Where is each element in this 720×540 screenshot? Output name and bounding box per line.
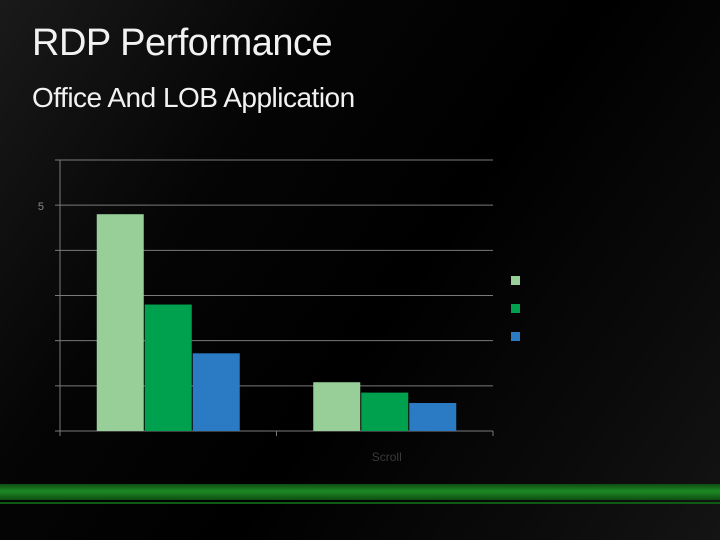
footer-green-band <box>0 484 720 500</box>
legend-swatch <box>511 276 520 285</box>
chart-legend <box>511 276 520 341</box>
bar <box>192 353 240 431</box>
y-tick-label: 5 <box>38 201 44 213</box>
footer-divider-line <box>0 502 720 504</box>
bar <box>361 392 409 431</box>
chart-labels: 5 Scroll <box>38 201 402 464</box>
bar <box>96 214 144 431</box>
chart-bars <box>96 214 457 431</box>
slide-subtitle: Office And LOB Application <box>32 82 355 113</box>
bar <box>409 402 457 431</box>
x-category-label: Scroll <box>372 450 402 464</box>
slide-title: RDP Performance <box>32 22 333 64</box>
bar <box>144 304 192 431</box>
legend-swatch <box>511 332 520 341</box>
bar <box>313 382 361 431</box>
legend-swatch <box>511 304 520 313</box>
